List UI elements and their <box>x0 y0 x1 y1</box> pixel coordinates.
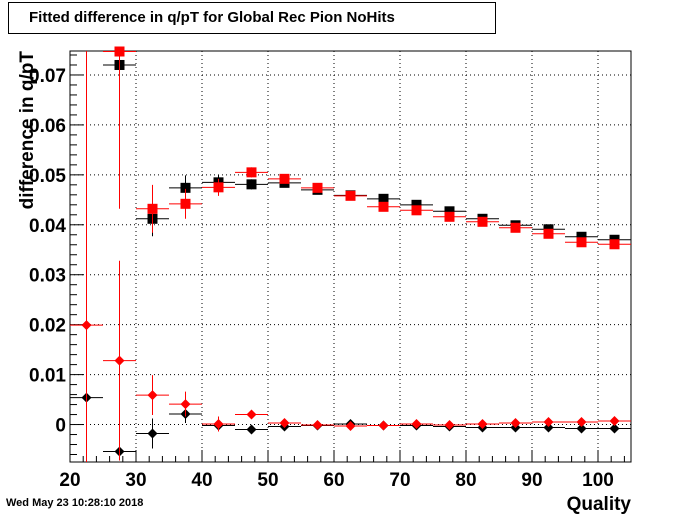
chart-title: Fitted difference in q/pT for Global Rec… <box>8 2 496 34</box>
axis-ticks: 20 30 40 50 60 70 80 90 100 0 0.01 0.02 0.03 0.04 0.05… <box>29 54 625 491</box>
diamond-marker <box>444 420 455 431</box>
square-marker <box>213 182 224 193</box>
x-tick-label: 60 <box>323 470 344 491</box>
y-tick-label: 0.07 <box>29 66 66 87</box>
square-marker <box>378 193 389 204</box>
square-marker <box>180 182 191 193</box>
diamond-marker <box>543 422 554 433</box>
plot-frame <box>69 50 632 463</box>
x-tick-label: 90 <box>521 470 542 491</box>
diamond-marker <box>279 418 290 429</box>
grid <box>70 51 631 462</box>
square-marker <box>444 211 455 222</box>
diamond-marker <box>246 409 257 420</box>
x-axis-title: Quality <box>567 494 632 514</box>
y-tick-label: 0.04 <box>29 216 66 237</box>
x-tick-label: 50 <box>257 470 278 491</box>
diamond-marker <box>477 419 488 430</box>
timestamp: Wed May 23 10:28:10 2018 <box>6 497 144 509</box>
diamond-marker <box>180 399 191 410</box>
diamond-marker <box>411 419 422 430</box>
data-marks <box>70 46 631 462</box>
square-marker <box>180 198 191 209</box>
x-tick-label: 70 <box>389 470 410 491</box>
diamond-marker <box>345 421 356 432</box>
y-tick-label: 0.05 <box>29 166 66 187</box>
diamond-marker <box>576 423 587 434</box>
diamond-marker <box>543 417 554 428</box>
y-tick-label: 0.01 <box>29 366 66 387</box>
diamond-marker <box>312 420 323 431</box>
x-tick-label: 40 <box>191 470 212 491</box>
square-marker <box>312 182 323 193</box>
square-marker <box>477 216 488 227</box>
square-marker <box>609 239 620 250</box>
y-tick-label: 0.02 <box>29 316 66 337</box>
diamond-marker <box>147 428 158 439</box>
diamond-marker <box>246 424 257 435</box>
square-marker <box>411 199 422 210</box>
x-tick-label: 80 <box>455 470 476 491</box>
x-tick-label: 100 <box>582 470 614 491</box>
square-marker <box>576 237 587 248</box>
square-marker <box>147 203 158 214</box>
diamond-marker <box>510 418 521 429</box>
square-marker <box>279 173 290 184</box>
diamond-marker <box>576 417 587 428</box>
y-tick-label: 0.06 <box>29 116 66 137</box>
square-marker <box>444 206 455 217</box>
diamond-marker <box>81 320 92 331</box>
square-marker <box>543 228 554 239</box>
square-marker <box>345 190 356 201</box>
x-tick-label: 30 <box>125 470 146 491</box>
y-tick-label: 0.03 <box>29 266 66 287</box>
square-marker <box>576 231 587 242</box>
square-marker <box>114 46 125 57</box>
x-tick-label: 20 <box>59 470 80 491</box>
square-marker <box>246 167 257 178</box>
square-marker <box>246 179 257 190</box>
diamond-marker <box>609 416 620 427</box>
square-marker <box>411 205 422 216</box>
diamond-marker <box>114 355 125 366</box>
diamond-marker <box>213 419 224 430</box>
y-axis-title: difference in q/pT <box>17 51 38 210</box>
diamond-marker <box>147 390 158 401</box>
diamond-marker <box>609 423 620 434</box>
square-marker <box>378 201 389 212</box>
square-marker <box>510 222 521 233</box>
diamond-marker <box>378 420 389 431</box>
y-tick-label: 0 <box>55 416 66 437</box>
